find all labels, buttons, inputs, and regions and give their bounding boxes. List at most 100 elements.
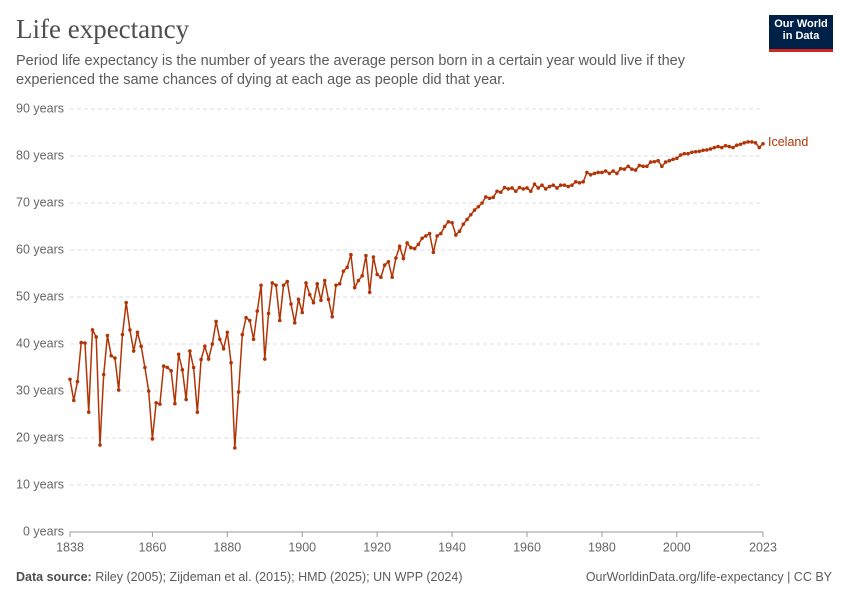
point	[461, 222, 466, 226]
point	[386, 259, 391, 264]
point	[457, 229, 462, 233]
point	[510, 186, 514, 190]
point	[465, 217, 469, 222]
point	[450, 220, 454, 225]
point	[326, 297, 331, 302]
point	[682, 151, 687, 156]
point	[124, 300, 128, 305]
point	[191, 365, 196, 370]
point	[540, 183, 544, 187]
point	[150, 437, 155, 441]
point	[139, 344, 143, 349]
point	[135, 330, 140, 335]
point	[708, 147, 713, 151]
point	[558, 183, 563, 187]
point	[622, 167, 627, 171]
point	[630, 167, 634, 171]
point	[161, 364, 166, 368]
point	[71, 398, 76, 403]
point	[120, 332, 125, 337]
point	[476, 204, 481, 209]
point	[188, 349, 192, 353]
point	[686, 151, 690, 156]
point	[173, 401, 177, 406]
point	[555, 186, 559, 190]
source-label: Data source:	[16, 570, 92, 584]
point	[749, 140, 754, 144]
point	[566, 184, 571, 189]
point	[360, 274, 364, 278]
point	[577, 180, 582, 185]
point	[116, 388, 121, 392]
point	[675, 156, 679, 161]
point	[337, 282, 342, 286]
point	[356, 278, 361, 283]
point	[169, 368, 173, 373]
point	[304, 281, 308, 285]
logo-line: Our World	[774, 18, 828, 30]
point	[454, 233, 458, 237]
point	[143, 365, 147, 370]
point	[532, 182, 537, 186]
point	[633, 168, 638, 172]
point	[502, 185, 507, 190]
point	[262, 357, 267, 361]
point	[379, 275, 383, 280]
point	[289, 302, 293, 306]
x-tick-label: 1940	[438, 540, 466, 554]
point	[270, 281, 275, 285]
point	[382, 263, 387, 267]
point	[611, 169, 615, 173]
point	[615, 171, 619, 176]
point	[484, 195, 488, 199]
point	[105, 333, 110, 338]
series-label: Iceland	[768, 135, 808, 149]
line	[69, 141, 764, 448]
point	[180, 368, 185, 372]
point	[397, 244, 402, 249]
point	[570, 183, 574, 187]
y-tick-label: 70 years	[16, 195, 64, 209]
point	[641, 164, 645, 169]
point	[592, 171, 597, 176]
y-tick-label: 30 years	[16, 383, 64, 397]
point	[671, 157, 675, 162]
point	[738, 142, 743, 147]
point	[573, 180, 578, 184]
point	[753, 141, 758, 145]
point	[225, 330, 230, 335]
point	[690, 150, 694, 155]
point	[761, 141, 765, 146]
point	[405, 241, 409, 245]
y-tick-label: 40 years	[16, 336, 64, 350]
source-text: Riley (2005); Zijdeman et al. (2015); HM…	[95, 570, 463, 584]
point	[349, 252, 353, 257]
point	[442, 224, 447, 229]
point	[678, 153, 683, 157]
point	[536, 186, 541, 190]
point	[214, 319, 218, 324]
point	[266, 311, 271, 316]
point	[723, 143, 728, 148]
x-tick-label: 1920	[363, 540, 391, 554]
point	[101, 372, 106, 377]
point	[394, 256, 398, 260]
point	[176, 352, 181, 357]
point	[248, 318, 252, 323]
point	[697, 149, 702, 154]
point	[322, 278, 327, 283]
point	[300, 310, 305, 315]
point	[420, 236, 424, 241]
point	[487, 196, 492, 201]
point	[319, 298, 323, 303]
point	[274, 283, 278, 288]
point	[285, 279, 290, 284]
point	[600, 170, 604, 175]
logo[interactable]: Our World in Data	[769, 15, 833, 52]
point	[259, 283, 263, 288]
point	[255, 309, 260, 313]
point	[618, 166, 623, 171]
point	[113, 356, 117, 360]
url[interactable]: OurWorldinData.org/life-expectancy | CC …	[585, 570, 832, 584]
